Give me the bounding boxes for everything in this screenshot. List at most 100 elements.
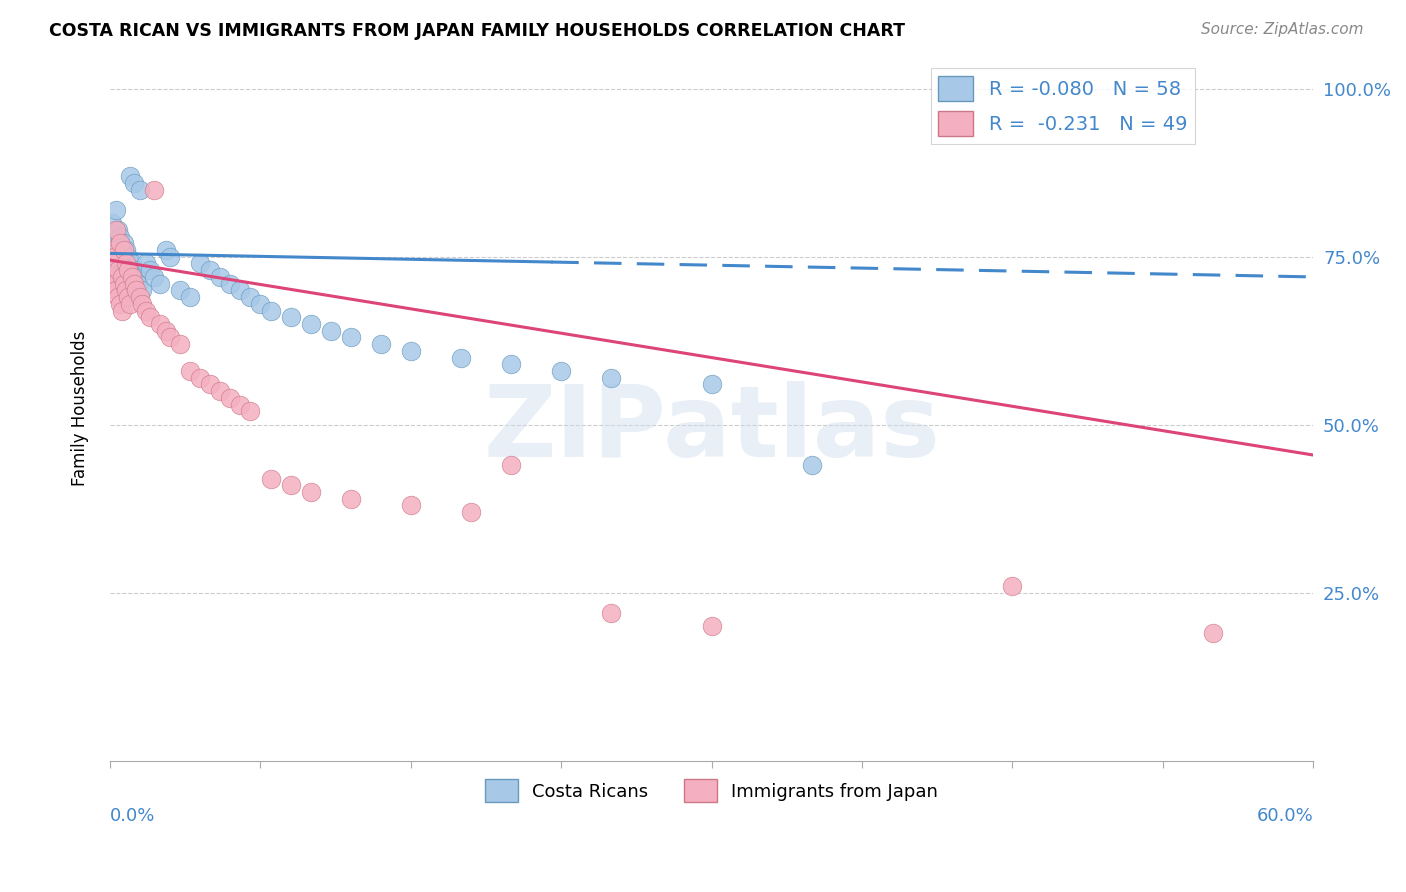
Point xyxy=(143,269,166,284)
Text: ZIPatlas: ZIPatlas xyxy=(484,381,941,477)
Point xyxy=(239,404,262,418)
Y-axis label: Family Households: Family Households xyxy=(72,330,89,485)
Point xyxy=(219,391,242,405)
Point xyxy=(188,370,211,384)
Point xyxy=(107,269,129,284)
Point xyxy=(450,351,472,365)
Point xyxy=(103,229,125,244)
Point xyxy=(1001,579,1024,593)
Point xyxy=(600,606,623,620)
Point xyxy=(299,317,322,331)
Point xyxy=(129,290,152,304)
Point xyxy=(111,256,134,270)
Legend: Costa Ricans, Immigrants from Japan: Costa Ricans, Immigrants from Japan xyxy=(478,772,945,810)
Text: 0.0%: 0.0% xyxy=(110,806,156,825)
Point xyxy=(112,263,135,277)
Point xyxy=(105,223,128,237)
Point xyxy=(139,310,162,325)
Point xyxy=(319,324,342,338)
Point xyxy=(108,250,131,264)
Point xyxy=(259,303,281,318)
Point xyxy=(399,499,422,513)
Point xyxy=(105,236,128,251)
Point xyxy=(229,284,252,298)
Point xyxy=(105,202,128,217)
Point xyxy=(501,357,523,371)
Point xyxy=(103,277,125,291)
Point xyxy=(101,243,124,257)
Point xyxy=(200,263,222,277)
Point xyxy=(107,263,129,277)
Point xyxy=(135,256,157,270)
Point xyxy=(108,236,131,251)
Point xyxy=(120,169,142,183)
Point xyxy=(103,250,125,264)
Point xyxy=(120,297,142,311)
Text: 60.0%: 60.0% xyxy=(1257,806,1313,825)
Point xyxy=(299,485,322,500)
Point xyxy=(169,284,191,298)
Point xyxy=(800,458,823,472)
Point xyxy=(460,505,482,519)
Point xyxy=(112,236,135,251)
Point xyxy=(188,256,211,270)
Point xyxy=(249,297,271,311)
Point xyxy=(159,330,181,344)
Point xyxy=(131,284,153,298)
Point xyxy=(169,337,191,351)
Point xyxy=(127,277,149,291)
Point xyxy=(125,269,148,284)
Point xyxy=(112,243,135,257)
Point xyxy=(280,478,302,492)
Point xyxy=(103,256,125,270)
Point xyxy=(550,364,572,378)
Point xyxy=(101,269,124,284)
Point xyxy=(125,284,148,298)
Point xyxy=(143,183,166,197)
Point xyxy=(117,277,139,291)
Point xyxy=(339,491,361,506)
Text: COSTA RICAN VS IMMIGRANTS FROM JAPAN FAMILY HOUSEHOLDS CORRELATION CHART: COSTA RICAN VS IMMIGRANTS FROM JAPAN FAM… xyxy=(49,22,905,40)
Point xyxy=(107,290,129,304)
Point xyxy=(399,343,422,358)
Point xyxy=(108,297,131,311)
Point xyxy=(280,310,302,325)
Point xyxy=(209,269,232,284)
Point xyxy=(120,284,142,298)
Point xyxy=(115,256,138,270)
Point xyxy=(115,243,138,257)
Point xyxy=(1202,626,1225,640)
Point xyxy=(200,377,222,392)
Point xyxy=(600,370,623,384)
Point xyxy=(111,284,134,298)
Point xyxy=(108,229,131,244)
Point xyxy=(135,303,157,318)
Point xyxy=(111,303,134,318)
Point xyxy=(155,324,177,338)
Point xyxy=(117,263,139,277)
Point xyxy=(122,277,145,291)
Point xyxy=(259,471,281,485)
Point xyxy=(101,216,124,230)
Point xyxy=(700,619,723,633)
Point xyxy=(107,223,129,237)
Point xyxy=(111,269,134,284)
Point xyxy=(121,256,143,270)
Point xyxy=(339,330,361,344)
Point xyxy=(129,183,152,197)
Point xyxy=(149,277,172,291)
Point xyxy=(122,176,145,190)
Point xyxy=(115,284,138,298)
Point xyxy=(501,458,523,472)
Point xyxy=(179,290,201,304)
Point xyxy=(155,243,177,257)
Point xyxy=(700,377,723,392)
Point xyxy=(179,364,201,378)
Point xyxy=(122,263,145,277)
Point xyxy=(159,250,181,264)
Point xyxy=(370,337,392,351)
Point xyxy=(239,290,262,304)
Point xyxy=(112,277,135,291)
Point xyxy=(115,269,138,284)
Point xyxy=(219,277,242,291)
